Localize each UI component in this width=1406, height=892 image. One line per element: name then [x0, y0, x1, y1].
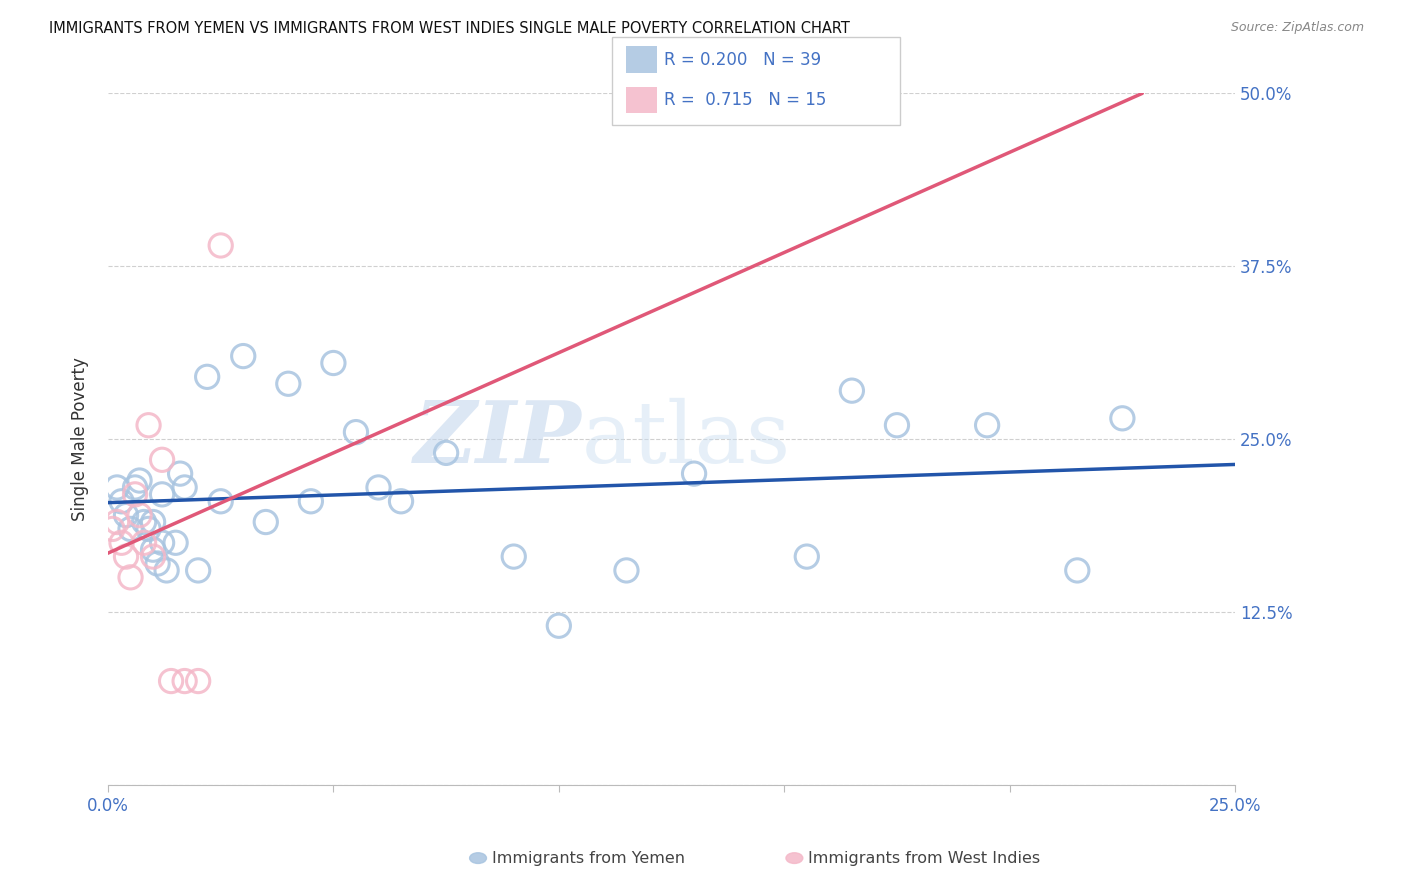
- Text: atlas: atlas: [581, 398, 790, 481]
- Point: [187, 674, 209, 689]
- Point: [165, 535, 187, 549]
- Point: [150, 487, 173, 501]
- Point: [124, 480, 146, 494]
- Point: [209, 238, 232, 252]
- Point: [101, 522, 124, 536]
- Point: [976, 418, 998, 433]
- Point: [299, 494, 322, 508]
- Text: ZIP: ZIP: [413, 397, 581, 481]
- Point: [128, 508, 150, 522]
- Point: [160, 674, 183, 689]
- Text: Source: ZipAtlas.com: Source: ZipAtlas.com: [1230, 21, 1364, 35]
- Point: [138, 522, 160, 536]
- Point: [120, 570, 142, 584]
- Point: [322, 356, 344, 370]
- Point: [173, 674, 195, 689]
- Point: [132, 535, 155, 549]
- Point: [110, 494, 132, 508]
- Y-axis label: Single Male Poverty: Single Male Poverty: [72, 357, 89, 521]
- Point: [683, 467, 706, 481]
- Point: [367, 480, 389, 494]
- Point: [232, 349, 254, 363]
- Point: [120, 522, 142, 536]
- Point: [187, 563, 209, 577]
- Point: [547, 618, 569, 632]
- Point: [169, 467, 191, 481]
- Point: [195, 369, 218, 384]
- Point: [110, 535, 132, 549]
- Point: [389, 494, 412, 508]
- Point: [209, 494, 232, 508]
- Point: [616, 563, 638, 577]
- Text: R =  0.715   N = 15: R = 0.715 N = 15: [664, 91, 825, 109]
- Point: [155, 563, 177, 577]
- Point: [115, 549, 138, 564]
- Point: [124, 487, 146, 501]
- Point: [841, 384, 863, 398]
- Point: [150, 452, 173, 467]
- Text: Immigrants from West Indies: Immigrants from West Indies: [808, 851, 1040, 865]
- Text: Immigrants from Yemen: Immigrants from Yemen: [492, 851, 685, 865]
- Point: [796, 549, 818, 564]
- Point: [146, 557, 169, 571]
- Point: [150, 535, 173, 549]
- Point: [105, 480, 128, 494]
- Point: [128, 474, 150, 488]
- Point: [115, 508, 138, 522]
- Point: [132, 515, 155, 529]
- Point: [1066, 563, 1088, 577]
- Point: [277, 376, 299, 391]
- Point: [434, 446, 457, 460]
- Point: [1111, 411, 1133, 425]
- Point: [138, 418, 160, 433]
- Text: R = 0.200   N = 39: R = 0.200 N = 39: [664, 51, 821, 69]
- Point: [142, 515, 165, 529]
- Text: IMMIGRANTS FROM YEMEN VS IMMIGRANTS FROM WEST INDIES SINGLE MALE POVERTY CORRELA: IMMIGRANTS FROM YEMEN VS IMMIGRANTS FROM…: [49, 21, 851, 37]
- Point: [105, 515, 128, 529]
- Point: [254, 515, 277, 529]
- Point: [173, 480, 195, 494]
- Point: [142, 549, 165, 564]
- Point: [502, 549, 524, 564]
- Point: [886, 418, 908, 433]
- Point: [142, 542, 165, 557]
- Point: [344, 425, 367, 439]
